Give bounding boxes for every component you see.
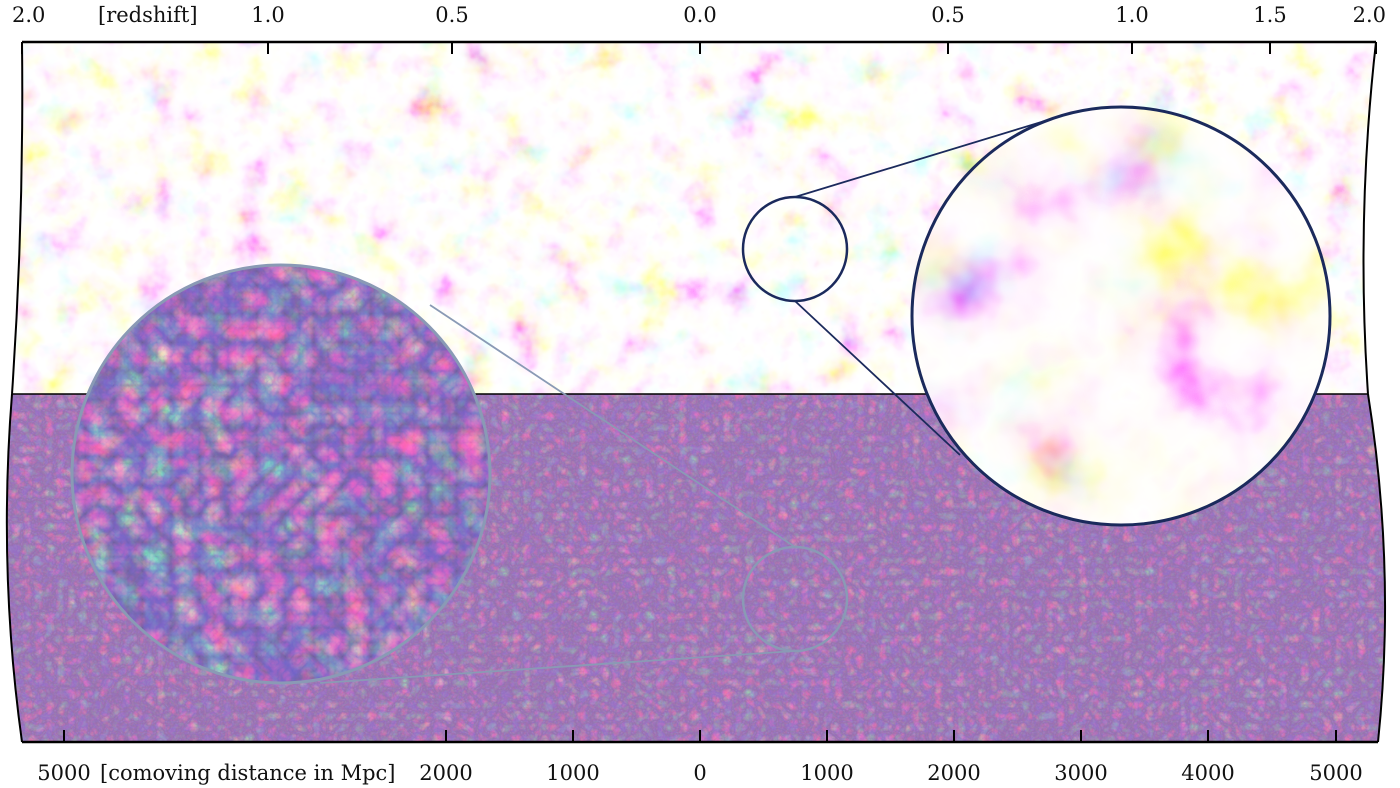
top-tick-label: 1.5 — [1253, 3, 1287, 27]
bottom-tick-label: 5000 — [1309, 761, 1363, 785]
bottom-tick-label: 3000 — [1054, 761, 1108, 785]
bottom-tick-label: 1000 — [546, 761, 600, 785]
bottom-axis-title: [comoving distance in Mpc] — [100, 761, 396, 785]
top-tick-label: 2.0 — [1352, 3, 1387, 27]
lower-zoom-connectors — [319, 304, 796, 684]
bottom-axis-ticks — [63, 730, 1337, 742]
top-tick-label: 1.0 — [251, 3, 285, 27]
upper-zoom-circle — [910, 105, 1332, 527]
top-axis-ticks — [21, 42, 1377, 54]
top-tick-label: 0.5 — [435, 3, 469, 27]
bottom-tick-label: 4000 — [1181, 761, 1235, 785]
bottom-tick-label: 2000 — [419, 761, 473, 785]
lower-panel-outline — [5, 393, 1387, 743]
top-axis-title: [redshift] — [98, 3, 198, 27]
upper-zoom-connectors — [794, 119, 1049, 456]
bottom-tick-label: 1000 — [800, 761, 854, 785]
lower-zoom-circle — [70, 263, 492, 685]
upper-panel-outline — [11, 41, 1377, 395]
top-tick-label: 0.5 — [931, 3, 965, 27]
top-tick-label: 2.0 — [11, 3, 46, 27]
bottom-tick-label: 2000 — [927, 761, 981, 785]
bottom-tick-label: 5000 — [37, 761, 91, 785]
top-tick-label: 1.0 — [1115, 3, 1149, 27]
bottom-tick-label: 0 — [693, 761, 707, 785]
top-tick-label: 0.0 — [683, 3, 717, 27]
